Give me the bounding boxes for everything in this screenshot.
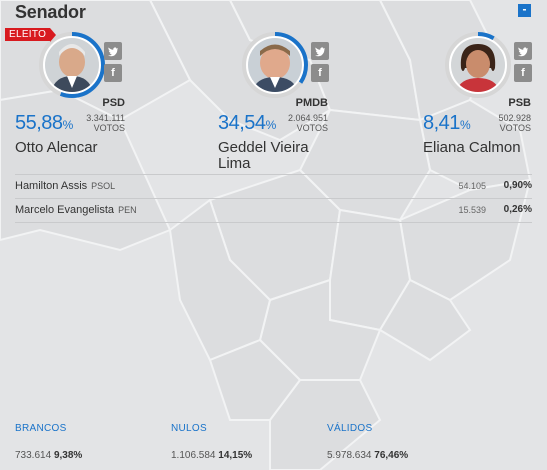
candidate-card: f PMDB 34,54% 2.064.951 VOTOS Geddel Viei… <box>218 30 378 172</box>
twitter-icon[interactable] <box>104 42 122 60</box>
candidate-percent: 55,88% <box>15 112 73 134</box>
candidate-party: PSD <box>102 97 125 109</box>
candidate-name: Hamilton Assis <box>15 180 88 192</box>
candidate-party: PMDB <box>295 97 328 109</box>
candidate-votes: 54.105 <box>458 181 486 191</box>
candidate-card: ELEITO f PSD 55,88% 3.341.111 VOTOS Otto … <box>5 28 175 170</box>
candidate-party: PSB <box>508 97 531 109</box>
candidate-votes: 2.064.951 VOTOS <box>287 113 328 133</box>
vote-share-arc <box>445 32 511 98</box>
twitter-icon[interactable] <box>514 42 532 60</box>
other-candidate-row: Hamilton Assis PSOL 54.105 0,90% <box>15 174 532 197</box>
candidate-name: Geddel Vieira Lima <box>218 139 309 172</box>
candidate-party: PEN <box>118 205 137 215</box>
null-votes-value: 1.106.584 14,15% <box>171 450 253 461</box>
facebook-icon[interactable]: f <box>311 64 329 82</box>
candidate-photo <box>451 38 505 92</box>
valid-votes-label: VÁLIDOS <box>327 423 373 434</box>
facebook-icon[interactable]: f <box>514 64 532 82</box>
divider <box>15 222 532 223</box>
vote-share-ring <box>443 30 513 100</box>
candidate-photo <box>248 38 302 92</box>
valid-votes-value: 5.978.634 76,46% <box>327 450 409 461</box>
collapse-button[interactable]: - <box>518 3 531 17</box>
candidate-name: Otto Alencar <box>15 139 98 156</box>
candidate-percent: 34,54% <box>218 112 276 134</box>
blank-votes-label: BRANCOS <box>15 423 67 434</box>
candidate-photo <box>45 38 99 92</box>
candidate-percent: 8,41% <box>423 112 471 134</box>
vote-share-ring <box>240 30 310 100</box>
facebook-icon[interactable]: f <box>104 64 122 82</box>
candidate-votes: 502.928 VOTOS <box>498 113 531 133</box>
other-candidate-row: Marcelo Evangelista PEN 15.539 0,26% <box>15 198 532 221</box>
twitter-icon[interactable] <box>311 42 329 60</box>
candidate-name: Eliana Calmon <box>423 139 521 156</box>
vote-share-arc <box>39 32 105 98</box>
section-title: Senador <box>15 2 86 22</box>
null-votes-label: NULOS <box>171 423 207 434</box>
candidate-percent: 0,26% <box>503 204 532 215</box>
candidate-percent: 0,90% <box>503 180 532 191</box>
candidate-party: PSOL <box>91 181 116 191</box>
candidate-votes: 3.341.111 VOTOS <box>86 113 125 133</box>
candidate-name: Marcelo Evangelista <box>15 204 115 216</box>
vote-share-arc <box>242 32 308 98</box>
candidate-votes: 15.539 <box>458 205 486 215</box>
blank-votes-value: 733.614 9,38% <box>15 450 83 461</box>
elected-badge: ELEITO <box>5 28 57 42</box>
vote-share-ring <box>37 30 107 100</box>
candidate-card: f PSB 8,41% 502.928 VOTOS Eliana Calmon <box>423 30 547 170</box>
